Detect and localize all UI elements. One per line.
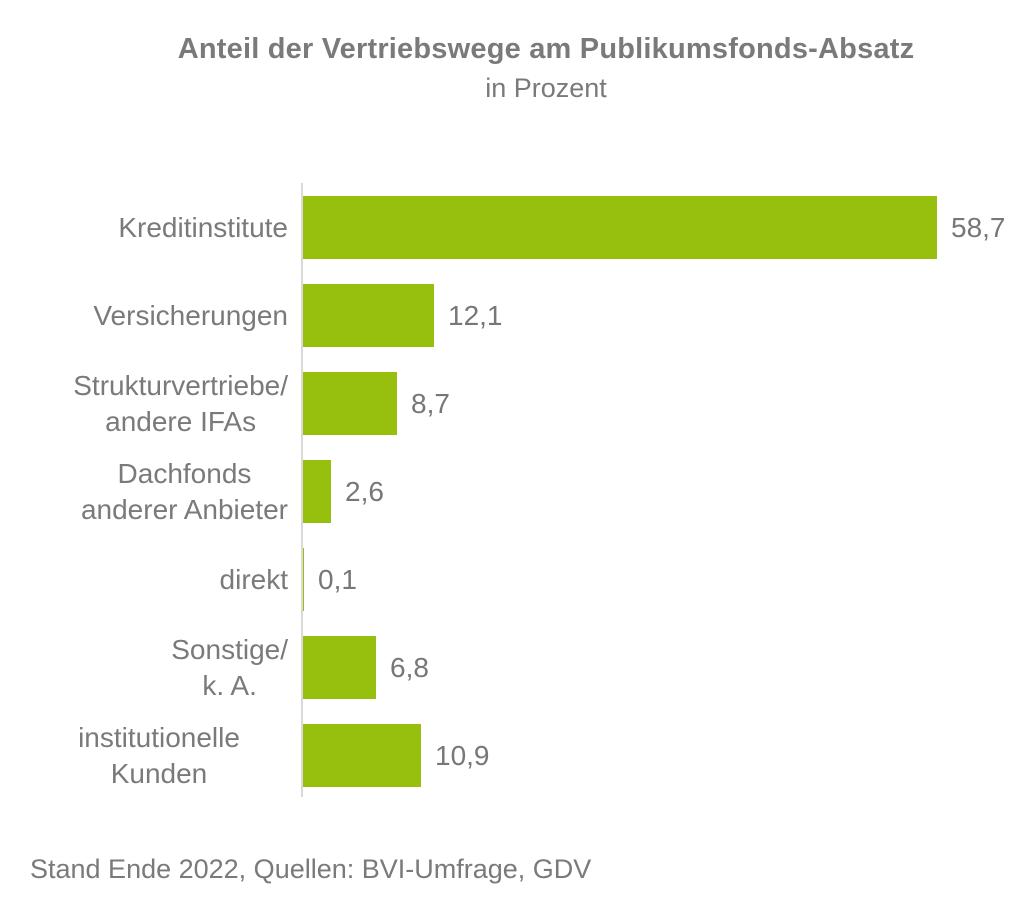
chart-row: Dachfonds anderer Anbieter 2,6 [30,458,1012,525]
value-label: 2,6 [345,475,384,507]
bar-area: 12,1 [303,284,1012,347]
bar [303,636,376,699]
value-label: 12,1 [448,299,503,331]
bar [303,548,304,611]
category-axis-line [301,183,303,797]
bar [303,460,331,523]
title-block: Anteil der Vertriebswege am Publikumsfon… [72,33,1020,104]
value-label: 0,1 [318,563,357,595]
chart-row: direkt 0,1 [30,548,1012,611]
chart-row: Sonstige/ k. A. 6,8 [30,634,1012,701]
chart-row: institutionelle Kunden 10,9 [30,722,1012,789]
chart-row: Kreditinstitute 58,7 [30,196,1012,259]
category-label: direkt [219,563,288,595]
category-label: institutionelle Kunden [78,721,240,789]
category-label: Dachfonds anderer Anbieter [80,457,288,525]
bar [303,196,937,259]
chart-subtitle: in Prozent [485,73,607,103]
chart-row: Strukturvertriebe/ andere IFAs 8,7 [30,370,1012,437]
bar-area: 10,9 [303,724,1012,787]
chart-title: Anteil der Vertriebswege am Publikumsfon… [177,33,915,65]
bar-area: 6,8 [303,636,1012,699]
bar-area: 2,6 [303,460,1012,523]
value-label: 10,9 [435,739,490,771]
bar [303,284,434,347]
value-label: 58,7 [951,211,1006,243]
category-label: Kreditinstitute [118,211,288,243]
category-label: Versicherungen [93,299,288,331]
source-note: Stand Ende 2022, Quellen: BVI-Umfrage, G… [30,854,592,884]
value-label: 6,8 [390,651,429,683]
value-label: 8,7 [411,387,450,419]
bar [303,372,397,435]
bar-chart: Kreditinstitute 58,7 Versicherungen 12,1… [30,183,1012,797]
bar-area: 0,1 [303,548,1012,611]
category-label: Sonstige/ k. A. [171,633,288,701]
bar-area: 8,7 [303,372,1012,435]
bar-area: 58,7 [303,196,1012,259]
chart-row: Versicherungen 12,1 [30,284,1012,347]
bar [303,724,421,787]
chart-rows: Kreditinstitute 58,7 Versicherungen 12,1… [30,183,1012,797]
category-label: Strukturvertriebe/ andere IFAs [73,369,288,437]
